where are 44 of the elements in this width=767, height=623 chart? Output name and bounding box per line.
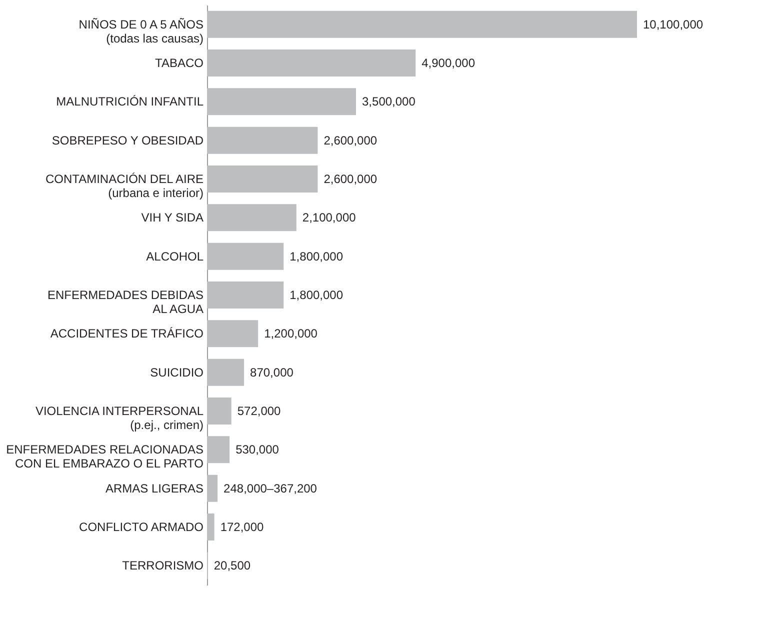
data-label: 172,000 bbox=[220, 520, 264, 534]
bar bbox=[207, 50, 416, 76]
bar bbox=[207, 88, 356, 116]
bar bbox=[207, 10, 637, 38]
bar bbox=[207, 282, 284, 308]
y-tick-label: ALCOHOL bbox=[146, 249, 204, 264]
bar bbox=[207, 514, 214, 540]
data-label: 2,100,000 bbox=[302, 210, 356, 225]
data-label: 248,000–367,200 bbox=[224, 481, 318, 496]
y-tick-label: MALNUTRICIÓN INFANTIL bbox=[56, 94, 204, 109]
bar bbox=[207, 474, 218, 502]
y-tick-label: ENFERMEDADES RELACIONADAS CON EL EMBARAZO O EL PARTO bbox=[6, 442, 204, 471]
bar bbox=[207, 242, 284, 270]
data-label: 20,500 bbox=[214, 558, 251, 573]
y-tick-label: TERRORISMO bbox=[122, 558, 204, 573]
y-tick-label: VIH Y SIDA bbox=[141, 210, 204, 225]
data-label: 4,900,000 bbox=[422, 56, 476, 70]
data-label: 530,000 bbox=[236, 442, 280, 457]
y-tick-label: TABACO bbox=[155, 56, 204, 70]
y-tick-label: CONTAMINACIÓN DEL AIRE (urbana e interior) bbox=[45, 172, 204, 200]
data-label: 1,800,000 bbox=[290, 249, 344, 264]
bar bbox=[207, 126, 318, 154]
y-tick-label: SUICIDIO bbox=[150, 365, 204, 380]
bar bbox=[207, 436, 230, 464]
y-tick-label: CONFLICTO ARMADO bbox=[79, 520, 204, 534]
y-tick-label: ACCIDENTES DE TRÁFICO bbox=[50, 326, 204, 341]
y-tick-label: NIÑOS DE 0 A 5 AÑOS (todas las causas) bbox=[78, 17, 204, 46]
bar bbox=[207, 358, 244, 386]
bar bbox=[207, 398, 232, 424]
data-label: 870,000 bbox=[250, 365, 294, 380]
y-tick-label: ARMAS LIGERAS bbox=[105, 481, 204, 496]
data-label: 1,200,000 bbox=[264, 326, 318, 341]
data-label: 3,500,000 bbox=[362, 94, 416, 109]
data-label: 10,100,000 bbox=[643, 17, 704, 32]
bar bbox=[207, 166, 318, 192]
bar bbox=[207, 320, 258, 348]
data-label: 2,600,000 bbox=[324, 172, 378, 186]
data-label: 572,000 bbox=[237, 404, 282, 418]
y-tick-label: SOBREPESO Y OBESIDAD bbox=[52, 133, 204, 148]
data-label: 1,800,000 bbox=[290, 288, 344, 302]
y-tick-label: ENFERMEDADES DEBIDAS AL AGUA bbox=[47, 288, 204, 316]
y-tick-label: VIOLENCIA INTERPERSONAL (p.ej., crimen) bbox=[35, 404, 204, 432]
bar bbox=[207, 204, 296, 232]
data-label: 2,600,000 bbox=[324, 133, 378, 148]
